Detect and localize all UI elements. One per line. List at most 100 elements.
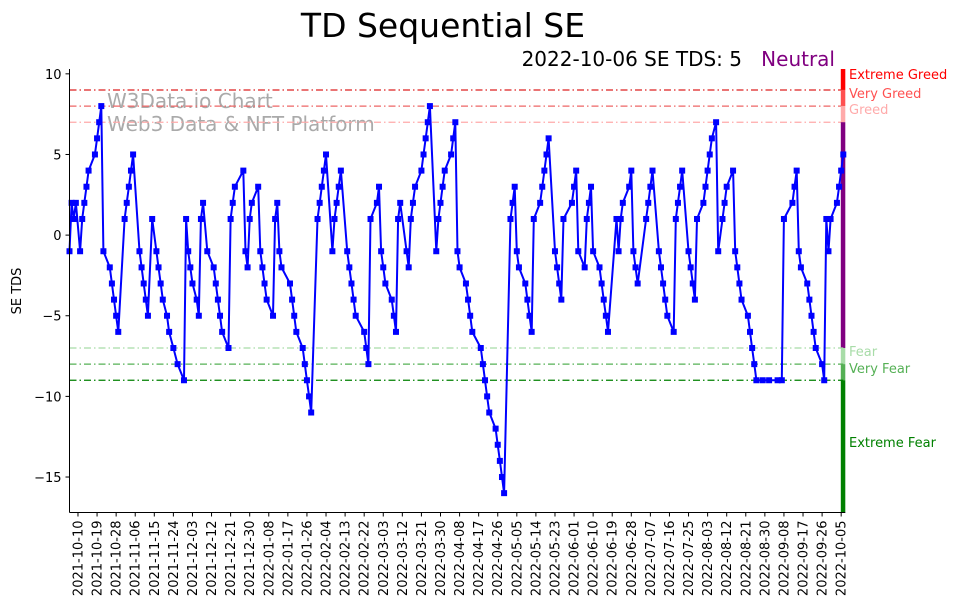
x-tick-label: 2021-10-10 bbox=[71, 521, 86, 597]
data-point bbox=[352, 312, 359, 319]
data-point bbox=[242, 248, 249, 255]
zone-label-very-fear: Very Fear bbox=[849, 362, 911, 377]
data-point bbox=[403, 248, 410, 255]
y-tick-label: −15 bbox=[34, 471, 61, 486]
data-point bbox=[263, 296, 270, 303]
data-point bbox=[278, 264, 285, 271]
data-point bbox=[708, 135, 715, 142]
data-point bbox=[367, 215, 374, 222]
data-point bbox=[433, 248, 440, 255]
data-point bbox=[501, 490, 508, 497]
data-point bbox=[465, 296, 472, 303]
data-point bbox=[85, 167, 92, 174]
x-tick-label: 2022-08-30 bbox=[758, 521, 773, 597]
data-point bbox=[225, 345, 232, 352]
data-point bbox=[496, 457, 503, 464]
x-tick-label: 2022-03-03 bbox=[377, 521, 392, 597]
data-point bbox=[204, 248, 211, 255]
data-point bbox=[308, 409, 315, 416]
x-tick-label: 2022-03-12 bbox=[396, 521, 411, 597]
data-point bbox=[382, 280, 389, 287]
data-point bbox=[662, 296, 669, 303]
zone-bar-extreme-greed bbox=[840, 69, 846, 90]
data-point bbox=[299, 345, 306, 352]
data-point bbox=[68, 199, 75, 206]
data-point bbox=[774, 377, 781, 384]
data-point bbox=[469, 328, 476, 335]
y-tick-label: −10 bbox=[34, 390, 61, 405]
x-tick-label: 2022-09-08 bbox=[777, 521, 792, 597]
data-point bbox=[706, 151, 713, 158]
data-point bbox=[643, 215, 650, 222]
data-point bbox=[424, 119, 431, 126]
data-point bbox=[335, 183, 342, 190]
x-tick-label: 2022-06-10 bbox=[587, 521, 602, 597]
data-point bbox=[482, 377, 489, 384]
data-point bbox=[316, 199, 323, 206]
data-point bbox=[166, 328, 173, 335]
data-point bbox=[450, 135, 457, 142]
data-point bbox=[515, 264, 522, 271]
data-point bbox=[513, 248, 520, 255]
x-tick-label: 2021-12-12 bbox=[205, 521, 220, 597]
data-point bbox=[747, 328, 754, 335]
data-point bbox=[219, 328, 226, 335]
data-point bbox=[214, 296, 221, 303]
data-point bbox=[125, 183, 132, 190]
y-tick-label: 0 bbox=[53, 229, 61, 244]
data-point bbox=[613, 215, 620, 222]
data-point bbox=[677, 183, 684, 190]
data-point bbox=[140, 280, 147, 287]
data-point bbox=[255, 183, 262, 190]
data-point bbox=[127, 167, 134, 174]
data-point bbox=[664, 312, 671, 319]
data-point bbox=[558, 296, 565, 303]
zone-bar-fear bbox=[840, 348, 846, 365]
data-point bbox=[437, 199, 444, 206]
x-tick-label: 2022-07-25 bbox=[682, 521, 697, 597]
data-point bbox=[272, 215, 279, 222]
data-point bbox=[390, 312, 397, 319]
data-point bbox=[180, 377, 187, 384]
data-point bbox=[526, 312, 533, 319]
x-tick-label: 2022-06-01 bbox=[568, 521, 583, 597]
data-point bbox=[259, 264, 266, 271]
data-point bbox=[248, 199, 255, 206]
data-point bbox=[79, 215, 86, 222]
data-point bbox=[541, 167, 548, 174]
data-point bbox=[836, 183, 843, 190]
x-tick-label: 2022-07-16 bbox=[663, 521, 678, 597]
zone-label-very-greed: Very Greed bbox=[849, 87, 921, 102]
data-point bbox=[598, 280, 605, 287]
x-tick-label: 2022-01-08 bbox=[262, 521, 277, 597]
watermark-line-2: Web3 Data & NFT Platform bbox=[107, 112, 375, 136]
data-point bbox=[793, 167, 800, 174]
data-point bbox=[691, 296, 698, 303]
data-point bbox=[573, 167, 580, 174]
data-point bbox=[344, 248, 351, 255]
data-point bbox=[821, 377, 828, 384]
data-point bbox=[83, 183, 90, 190]
data-point bbox=[543, 151, 550, 158]
data-point bbox=[702, 183, 709, 190]
y-tick-label: 10 bbox=[45, 68, 62, 83]
y-tick-label: 5 bbox=[53, 148, 61, 163]
data-point bbox=[456, 264, 463, 271]
x-tick-label: 2021-12-30 bbox=[243, 521, 258, 597]
data-point bbox=[655, 248, 662, 255]
data-point bbox=[448, 151, 455, 158]
data-point bbox=[200, 199, 207, 206]
data-point bbox=[94, 135, 101, 142]
data-point bbox=[795, 248, 802, 255]
data-point bbox=[320, 167, 327, 174]
chart-subtitle: 2022-10-06 SE TDS: 5 bbox=[522, 47, 742, 71]
data-point bbox=[123, 199, 130, 206]
data-point bbox=[91, 151, 98, 158]
data-point bbox=[660, 280, 667, 287]
data-point bbox=[560, 215, 567, 222]
data-point bbox=[187, 264, 194, 271]
data-point bbox=[395, 215, 402, 222]
x-tick-label: 2022-02-13 bbox=[339, 521, 354, 597]
data-point bbox=[810, 328, 817, 335]
